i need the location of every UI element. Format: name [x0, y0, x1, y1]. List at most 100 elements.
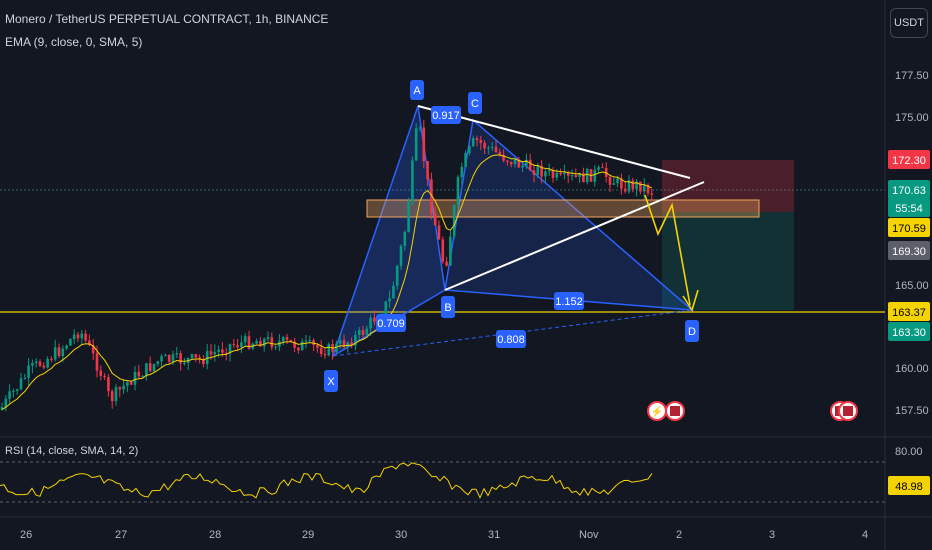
candle-body — [4, 398, 8, 408]
candle-body — [513, 159, 517, 165]
price-axis-label: 55:54 — [888, 198, 930, 217]
candle-body — [152, 363, 156, 372]
us-flag-icon[interactable] — [838, 401, 858, 421]
candle-body — [8, 391, 11, 399]
candle-body — [388, 298, 391, 302]
projection-path — [644, 194, 691, 306]
candle-body — [300, 341, 304, 351]
candle-body — [563, 172, 566, 175]
candle-body — [160, 356, 163, 362]
candle-body — [243, 336, 247, 343]
price-tick-160: 160.00 — [895, 363, 929, 375]
triangle-lower-line[interactable] — [444, 181, 705, 291]
svg-text:C: C — [471, 98, 479, 110]
candle-body — [335, 343, 338, 352]
candle-body — [559, 172, 562, 175]
us-flag-icon[interactable] — [665, 401, 685, 421]
candle-body — [449, 236, 452, 266]
ratio-label-0-709[interactable]: 0.709 — [376, 314, 406, 332]
svg-text:D: D — [688, 326, 696, 338]
point-b-label[interactable]: B — [441, 296, 455, 318]
candle-body — [50, 358, 53, 360]
candle-body — [99, 370, 103, 376]
candle-body — [650, 193, 654, 195]
candle-body — [475, 138, 479, 140]
candle-body — [612, 183, 616, 185]
candle-body — [646, 184, 650, 194]
svg-text:1.152: 1.152 — [555, 296, 583, 308]
candle-body — [452, 205, 456, 237]
pattern-xd-line — [332, 309, 693, 357]
candle-body — [471, 138, 475, 147]
candle-body — [312, 340, 315, 346]
candle-body — [27, 365, 30, 378]
candle-body — [623, 188, 627, 192]
candle-body — [76, 334, 80, 339]
candle-body — [194, 354, 198, 358]
rsi-line — [0, 462, 653, 499]
price-tick-177-50: 177.50 — [895, 70, 929, 82]
candle-body — [42, 365, 46, 368]
candle-body — [259, 340, 262, 347]
candle-body — [327, 344, 331, 356]
ratio-label-1-152[interactable]: 1.152 — [554, 292, 584, 310]
candle-body — [23, 377, 27, 379]
price-axis-label: 163.37 — [888, 302, 930, 321]
point-d-label[interactable]: D — [685, 320, 699, 342]
candle-body — [110, 391, 114, 402]
candle-body — [498, 152, 502, 155]
point-x-label[interactable]: X — [324, 370, 338, 392]
time-label: Nov — [579, 529, 599, 541]
candle-body — [509, 161, 513, 165]
candle-body — [175, 353, 179, 355]
candle-body — [342, 340, 346, 348]
stop-loss-zone[interactable] — [662, 160, 794, 212]
candle-body — [441, 239, 445, 262]
price-axis-label: 170.59 — [888, 218, 930, 237]
candle-body — [304, 340, 308, 342]
candle-body — [84, 333, 87, 341]
ema-indicator-label[interactable]: EMA (9, close, 0, SMA, 5) — [5, 35, 143, 49]
point-c-label[interactable]: C — [468, 92, 482, 114]
ratio-label-0-917[interactable]: 0.917 — [431, 106, 461, 124]
time-label: 29 — [302, 529, 314, 541]
candle-body — [608, 176, 612, 185]
candle-body — [289, 339, 293, 342]
candle-body — [95, 353, 99, 371]
svg-text:163.30: 163.30 — [892, 327, 926, 339]
price-tick-165: 165.00 — [895, 280, 929, 292]
rsi-indicator-label[interactable]: RSI (14, close, SMA, 14, 2) — [5, 445, 139, 457]
candle-body — [639, 181, 642, 192]
supply-demand-zone[interactable] — [366, 199, 760, 218]
point-a-label[interactable]: A — [410, 80, 424, 100]
candle-body — [15, 389, 19, 391]
currency-button[interactable]: USDT — [890, 8, 928, 38]
time-label: 31 — [488, 529, 500, 541]
candle-body — [274, 346, 277, 348]
candle-body — [395, 265, 399, 286]
candle-body — [464, 153, 467, 167]
candle-body — [483, 142, 486, 149]
candle-body — [566, 172, 570, 176]
candle-body — [198, 357, 201, 360]
time-label: 3 — [769, 529, 775, 541]
candle-body — [91, 345, 95, 354]
candle-body — [445, 261, 448, 266]
event-flag-icon[interactable]: ⚡ — [647, 401, 667, 421]
candle-body — [308, 340, 312, 342]
candle-body — [574, 175, 578, 177]
candle-body — [350, 342, 353, 346]
candle-body — [88, 340, 91, 346]
svg-text:48.98: 48.98 — [895, 481, 923, 493]
candle-body — [240, 342, 243, 348]
triangle-upper-line[interactable] — [417, 105, 691, 179]
candle-body — [460, 166, 464, 178]
candle-body — [433, 213, 437, 226]
candle-body — [266, 337, 270, 339]
ratio-label-0-808[interactable]: 0.808 — [496, 330, 526, 348]
take-profit-zone[interactable] — [662, 212, 794, 310]
candle-body — [205, 351, 209, 364]
candle-body — [270, 337, 274, 348]
candle-body — [61, 348, 65, 357]
